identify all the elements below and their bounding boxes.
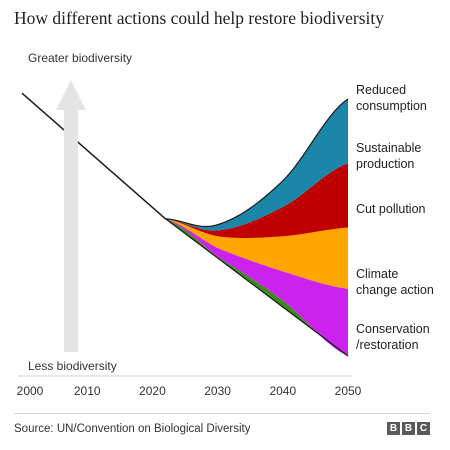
best-case-line bbox=[165, 98, 349, 228]
footer-divider bbox=[14, 413, 430, 414]
band-cut-pollution bbox=[165, 218, 348, 289]
x-axis: 2000 2010 2020 2030 2040 2050 bbox=[17, 375, 362, 398]
bbc-logo-letter: B bbox=[402, 422, 415, 435]
series-label-cut-pollution: Cut pollution bbox=[356, 202, 426, 216]
series-label-climate-change-action: Climate change action bbox=[356, 267, 434, 297]
area-bands bbox=[165, 99, 348, 356]
x-tick-label: 2040 bbox=[269, 384, 296, 398]
series-label-reduced-consumption: Reduced consumption bbox=[356, 83, 427, 113]
bbc-logo-letter: C bbox=[417, 422, 430, 435]
series-labels: Conservation/restoration Climate change ac… bbox=[356, 83, 434, 352]
x-tick-label: 2000 bbox=[17, 384, 44, 398]
source-text: Source: UN/Convention on Biological Dive… bbox=[14, 423, 251, 435]
band-reduced-consumption bbox=[165, 99, 348, 231]
series-label-sustainable-production: Sustainable production bbox=[356, 141, 421, 171]
historical-trend-line bbox=[21, 92, 166, 220]
series-label-conservation-restoration: Conservation/restoration bbox=[356, 322, 430, 352]
axis-annotations: Greater biodiversity Less biodiversity bbox=[28, 51, 132, 373]
greater-biodiversity-label: Greater biodiversity bbox=[28, 51, 132, 65]
bbc-logo-letter: B bbox=[387, 422, 400, 435]
business-as-usual-line bbox=[165, 218, 349, 357]
band-sustainable-production bbox=[165, 163, 348, 238]
x-tick-label: 2030 bbox=[204, 384, 231, 398]
x-tick-label: 2010 bbox=[74, 384, 101, 398]
biodiversity-direction-arrow bbox=[55, 80, 86, 352]
less-biodiversity-label: Less biodiversity bbox=[28, 359, 117, 373]
x-tick-label: 2020 bbox=[139, 384, 166, 398]
chart-title: How different actions could help restore… bbox=[14, 8, 384, 28]
x-tick-label: 2050 bbox=[335, 384, 362, 398]
bbc-logo: B B C bbox=[387, 422, 430, 435]
trend-lines bbox=[21, 92, 349, 357]
